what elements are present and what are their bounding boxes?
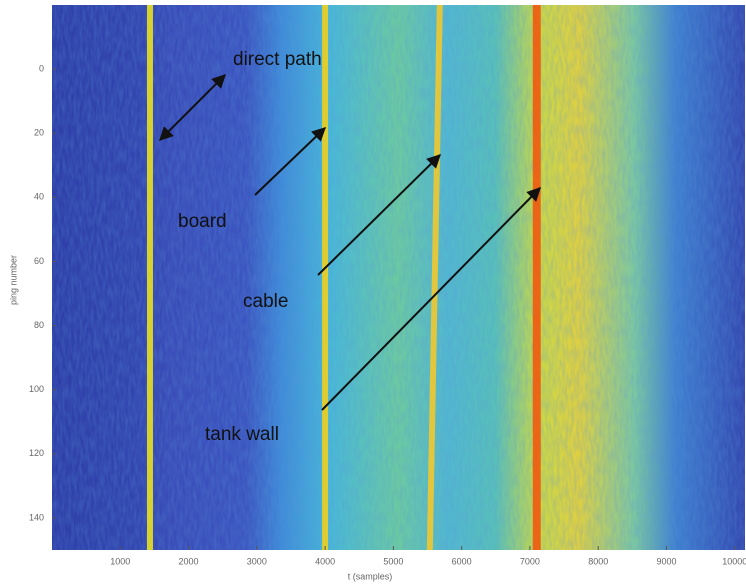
x-tick-label: 7000 — [520, 556, 540, 566]
y-tick-label: 140 — [29, 512, 44, 522]
y-axis-label: ping number — [8, 255, 18, 305]
x-axis-label: t (samples) — [348, 571, 393, 581]
x-tick-label: 1000 — [110, 556, 130, 566]
y-tick-label: 20 — [34, 128, 44, 138]
annotation-arrow — [159, 74, 226, 141]
annotation-arrow — [254, 127, 327, 196]
x-tick-label: 6000 — [452, 556, 472, 566]
x-tick-label: 5000 — [383, 556, 403, 566]
annotation-arrow — [317, 154, 441, 276]
annotation-label: direct path — [233, 49, 322, 70]
x-tick-label: 3000 — [247, 556, 267, 566]
x-tick-label: 2000 — [179, 556, 199, 566]
y-tick-label: 60 — [34, 256, 44, 266]
echo-line — [426, 4, 443, 551]
y-tick-label: 40 — [34, 192, 44, 202]
x-tick-label: 8000 — [588, 556, 608, 566]
x-tick-label: 4000 — [315, 556, 335, 566]
heatmap-texture — [52, 5, 745, 550]
y-tick-label: 80 — [34, 320, 44, 330]
y-tick-label: 0 — [39, 63, 44, 73]
y-tick-label: 100 — [29, 384, 44, 394]
annotation-arrow — [321, 187, 541, 411]
x-tick-label: 9000 — [656, 556, 676, 566]
x-tick-label: 10000 — [722, 556, 746, 566]
annotation-label: tank wall — [205, 424, 279, 445]
y-tick-label: 120 — [29, 448, 44, 458]
annotation-label: cable — [243, 291, 288, 312]
annotation-label: board — [178, 211, 227, 232]
plot-area — [52, 5, 745, 550]
